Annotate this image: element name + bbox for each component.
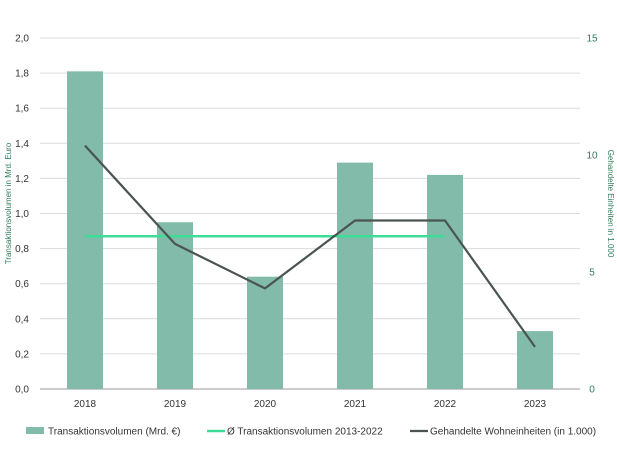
left-tick-label: 1,0	[15, 209, 29, 220]
bar-2020	[247, 276, 283, 389]
line-series	[84, 144, 536, 348]
left-tick-label: 2,0	[15, 34, 29, 45]
legend-item-average: Ø Transaktionsvolumen 2013-2022	[207, 427, 383, 438]
x-axis-ticks: 2018 2019 2020 2021 2022 2023	[74, 399, 547, 410]
bar-2018	[67, 71, 103, 389]
legend-label-bar: Transaktionsvolumen (Mrd. €)	[48, 427, 180, 438]
legend-swatch-bar	[26, 427, 44, 434]
bar-2019	[157, 222, 193, 389]
bar-2023	[517, 331, 553, 389]
bar-2022	[427, 174, 463, 389]
left-tick-label: 0,4	[15, 314, 29, 325]
legend-item-units: Gehandelte Wohneinheiten (in 1.000)	[410, 427, 596, 438]
right-tick-label: 0	[589, 385, 595, 396]
left-tick-label: 0,0	[15, 385, 29, 396]
left-tick-label: 1,2	[15, 174, 29, 185]
x-tick-label: 2018	[74, 399, 97, 410]
right-axis-title: Gehandelte Einheiten in 1.000	[606, 150, 615, 258]
left-axis-title: Transaktionsvolumen in Mrd. Euro	[4, 142, 13, 264]
x-tick-label: 2022	[434, 399, 457, 410]
bar-2021	[337, 162, 373, 389]
x-tick-label: 2019	[164, 399, 187, 410]
left-axis-ticks: 0,0 0,2 0,4 0,6 0,8 1,0 1,2 1,4 1,6 1,8 2,0	[15, 34, 29, 396]
x-tick-label: 2023	[524, 399, 547, 410]
right-axis-ticks: 0 5 10 15	[586, 34, 598, 396]
legend-label-units: Gehandelte Wohneinheiten (in 1.000)	[430, 427, 596, 438]
left-tick-label: 1,4	[15, 139, 29, 150]
x-tick-label: 2021	[344, 399, 367, 410]
left-tick-label: 0,6	[15, 279, 29, 290]
right-tick-label: 15	[586, 34, 598, 45]
left-tick-label: 1,8	[15, 69, 29, 80]
right-tick-label: 10	[586, 151, 598, 162]
legend-label-average: Ø Transaktionsvolumen 2013-2022	[227, 427, 383, 438]
x-tick-label: 2020	[254, 399, 277, 410]
left-tick-label: 0,2	[15, 349, 29, 360]
legend-item-bar: Transaktionsvolumen (Mrd. €)	[26, 427, 180, 438]
left-tick-label: 1,6	[15, 104, 29, 115]
gridlines	[40, 37, 580, 390]
legend: Transaktionsvolumen (Mrd. €) Ø Transakti…	[26, 427, 596, 438]
units-line	[84, 144, 536, 348]
left-tick-label: 0,8	[15, 244, 29, 255]
right-tick-label: 5	[589, 268, 595, 279]
bar-series	[67, 71, 553, 389]
